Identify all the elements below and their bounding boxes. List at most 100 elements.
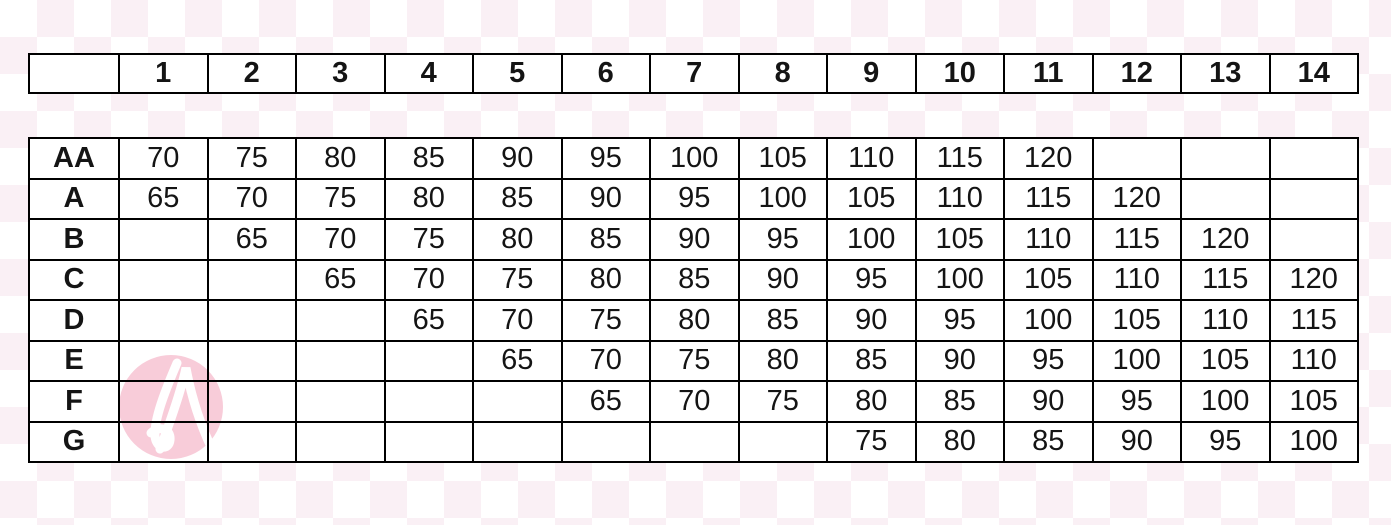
header-cell: 10 [914,53,1005,94]
size-cell [295,339,386,382]
size-cell: 110 [1091,258,1182,301]
size-cell [118,380,209,423]
size-cell: 70 [295,218,386,261]
band-number-header-table: 1 2 3 4 5 6 7 8 9 10 11 12 13 14 [28,53,1359,94]
size-cell: 75 [826,420,917,463]
size-cell: 100 [914,258,1005,301]
size-cell: 85 [737,299,828,342]
table-row: A 65 70 75 80 85 90 95 100 105 110 115 1… [28,177,1359,220]
table-row: E 65 70 75 80 85 90 95 100 105 110 [28,339,1359,382]
size-cell [1180,137,1271,180]
size-cell: 65 [560,380,651,423]
size-cell: 90 [737,258,828,301]
header-cell: 4 [383,53,474,94]
size-cell: 95 [914,299,1005,342]
header-cell: 2 [206,53,297,94]
size-cell: 95 [1003,339,1094,382]
size-cell [472,420,563,463]
size-cell: 105 [914,218,1005,261]
size-cell: 70 [206,177,297,220]
size-cell: 85 [914,380,1005,423]
size-cell: 90 [826,299,917,342]
row-label: G [28,420,120,463]
row-label: D [28,299,120,342]
size-cell: 90 [1003,380,1094,423]
size-cell [383,339,474,382]
size-cell: 80 [472,218,563,261]
size-cell: 95 [826,258,917,301]
size-cell [118,258,209,301]
size-cell: 95 [649,177,740,220]
row-label: AA [28,137,120,180]
size-cell [472,380,563,423]
size-cell: 95 [1180,420,1271,463]
size-cell: 120 [1180,218,1271,261]
size-cell: 75 [737,380,828,423]
header-cell: 8 [737,53,828,94]
size-cell: 100 [1268,420,1359,463]
size-cell [118,218,209,261]
size-cell: 105 [737,137,828,180]
size-cell [118,299,209,342]
size-cell: 70 [383,258,474,301]
size-cell: 100 [826,218,917,261]
size-cell: 75 [383,218,474,261]
size-cell: 110 [914,177,1005,220]
size-cell: 95 [560,137,651,180]
row-label: E [28,339,120,382]
size-cell: 70 [118,137,209,180]
table-row: B 65 70 75 80 85 90 95 100 105 110 115 1… [28,218,1359,261]
size-cell: 100 [1091,339,1182,382]
table-row: F 65 70 75 80 85 90 95 100 105 [28,380,1359,423]
size-cell: 75 [206,137,297,180]
size-cell: 65 [472,339,563,382]
row-label: B [28,218,120,261]
size-cell [206,258,297,301]
size-cell [383,380,474,423]
table-row: D 65 70 75 80 85 90 95 100 105 110 115 [28,299,1359,342]
size-cell: 65 [118,177,209,220]
table-row: AA 70 75 80 85 90 95 100 105 110 115 120 [28,137,1359,180]
header-cell: 6 [560,53,651,94]
size-cell: 100 [1180,380,1271,423]
size-cell: 100 [649,137,740,180]
size-cell [1268,218,1359,261]
size-cell: 115 [1180,258,1271,301]
header-cell: 5 [472,53,563,94]
size-cell [206,299,297,342]
size-cell: 90 [1091,420,1182,463]
table-row: C 65 70 75 80 85 90 95 100 105 110 115 1… [28,258,1359,301]
size-cell: 95 [737,218,828,261]
size-cell [1091,137,1182,180]
size-cell: 105 [1180,339,1271,382]
size-cell: 110 [1180,299,1271,342]
table-row: G 75 80 85 90 95 100 [28,420,1359,463]
header-cell: 12 [1091,53,1182,94]
size-cell: 80 [914,420,1005,463]
size-cell [206,339,297,382]
size-cell: 80 [649,299,740,342]
size-cell: 105 [826,177,917,220]
size-cell: 70 [649,380,740,423]
size-cell: 110 [1268,339,1359,382]
size-cell: 85 [383,137,474,180]
size-cell [118,339,209,382]
size-cell: 80 [560,258,651,301]
size-cell: 120 [1268,258,1359,301]
size-cell [295,380,386,423]
size-cell: 95 [1091,380,1182,423]
size-cell: 75 [649,339,740,382]
size-cell: 115 [1268,299,1359,342]
size-cell: 90 [649,218,740,261]
header-cell: 14 [1268,53,1359,94]
size-cell [649,420,740,463]
size-cell [383,420,474,463]
size-cell: 105 [1268,380,1359,423]
size-cell: 65 [206,218,297,261]
header-cell: 1 [118,53,209,94]
size-cell: 105 [1003,258,1094,301]
size-cell [1268,137,1359,180]
size-cell: 105 [1091,299,1182,342]
size-cell: 110 [1003,218,1094,261]
